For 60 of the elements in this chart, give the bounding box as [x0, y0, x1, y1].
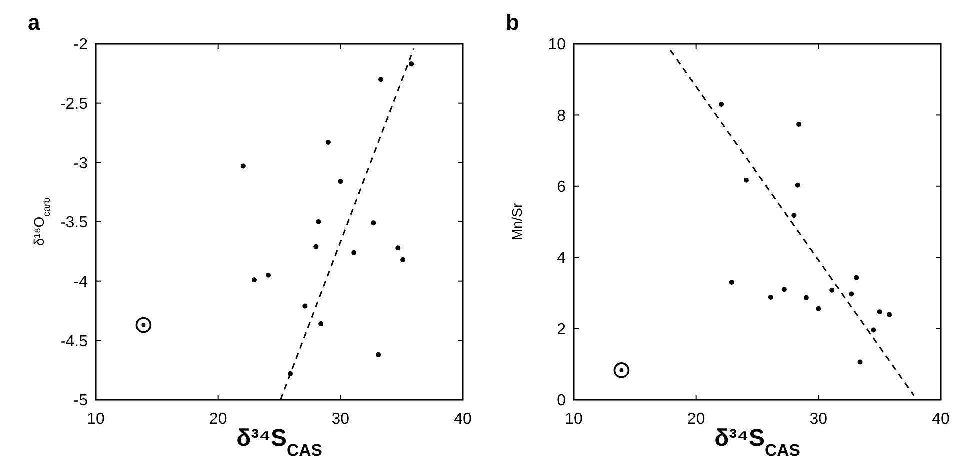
point	[877, 310, 882, 315]
point	[400, 257, 406, 262]
point	[858, 360, 863, 365]
x-axis-title: δ³⁴S$_{CAS}$	[714, 425, 800, 460]
y-tick-label: -2.5	[60, 96, 88, 113]
x-tick-label: 10	[87, 411, 105, 428]
x-tick-label: 40	[932, 411, 950, 428]
y-tick-label: 6	[557, 179, 566, 196]
point	[338, 179, 344, 184]
y-tick-label: -2	[74, 36, 88, 54]
point	[136, 317, 152, 334]
y-tick-label: 8	[557, 108, 566, 125]
x-tick-label: 30	[810, 411, 828, 428]
chart-title: a	[28, 10, 41, 35]
point	[409, 62, 414, 67]
point	[326, 140, 331, 145]
point	[804, 295, 809, 300]
point	[854, 275, 860, 280]
point	[719, 102, 724, 108]
chart-title: b	[506, 10, 520, 35]
y-tick-label: -3.5	[60, 214, 88, 232]
point	[792, 213, 797, 218]
y-tick-label: 2	[557, 321, 566, 338]
point	[352, 250, 357, 256]
x-tick-label: 20	[209, 411, 228, 428]
y-tick-label: -5	[74, 392, 88, 410]
point	[378, 77, 384, 82]
x-tick-label: 40	[454, 411, 472, 428]
point	[782, 287, 787, 292]
y-tick-label: -4	[74, 274, 88, 291]
point	[744, 178, 749, 183]
y-tick-label: 4	[557, 250, 566, 268]
point	[318, 322, 324, 327]
point	[871, 328, 876, 333]
point	[795, 182, 800, 188]
y-tick-label: 0	[557, 392, 566, 410]
x-tick-label: 20	[687, 411, 706, 428]
point	[768, 294, 774, 300]
x-axis-title: δ³⁴S$_{CAS}$	[236, 425, 322, 460]
y-tick-label: -3	[74, 155, 88, 172]
point	[729, 280, 734, 286]
point	[252, 278, 257, 283]
point	[830, 288, 835, 293]
y-axis-title: Mn/Sr	[509, 202, 525, 241]
point	[796, 122, 802, 127]
point	[614, 362, 630, 378]
y-tick-label: 10	[548, 36, 566, 54]
x-tick-label: 30	[332, 411, 350, 428]
point	[314, 244, 319, 250]
point	[887, 312, 892, 318]
point	[240, 164, 246, 169]
point	[371, 220, 376, 226]
point	[396, 246, 401, 251]
point	[316, 220, 322, 224]
y-tick-label: -4.5	[60, 333, 88, 350]
point	[266, 272, 271, 278]
point	[302, 304, 308, 309]
point	[849, 292, 854, 297]
point	[376, 352, 382, 358]
point	[816, 306, 822, 312]
